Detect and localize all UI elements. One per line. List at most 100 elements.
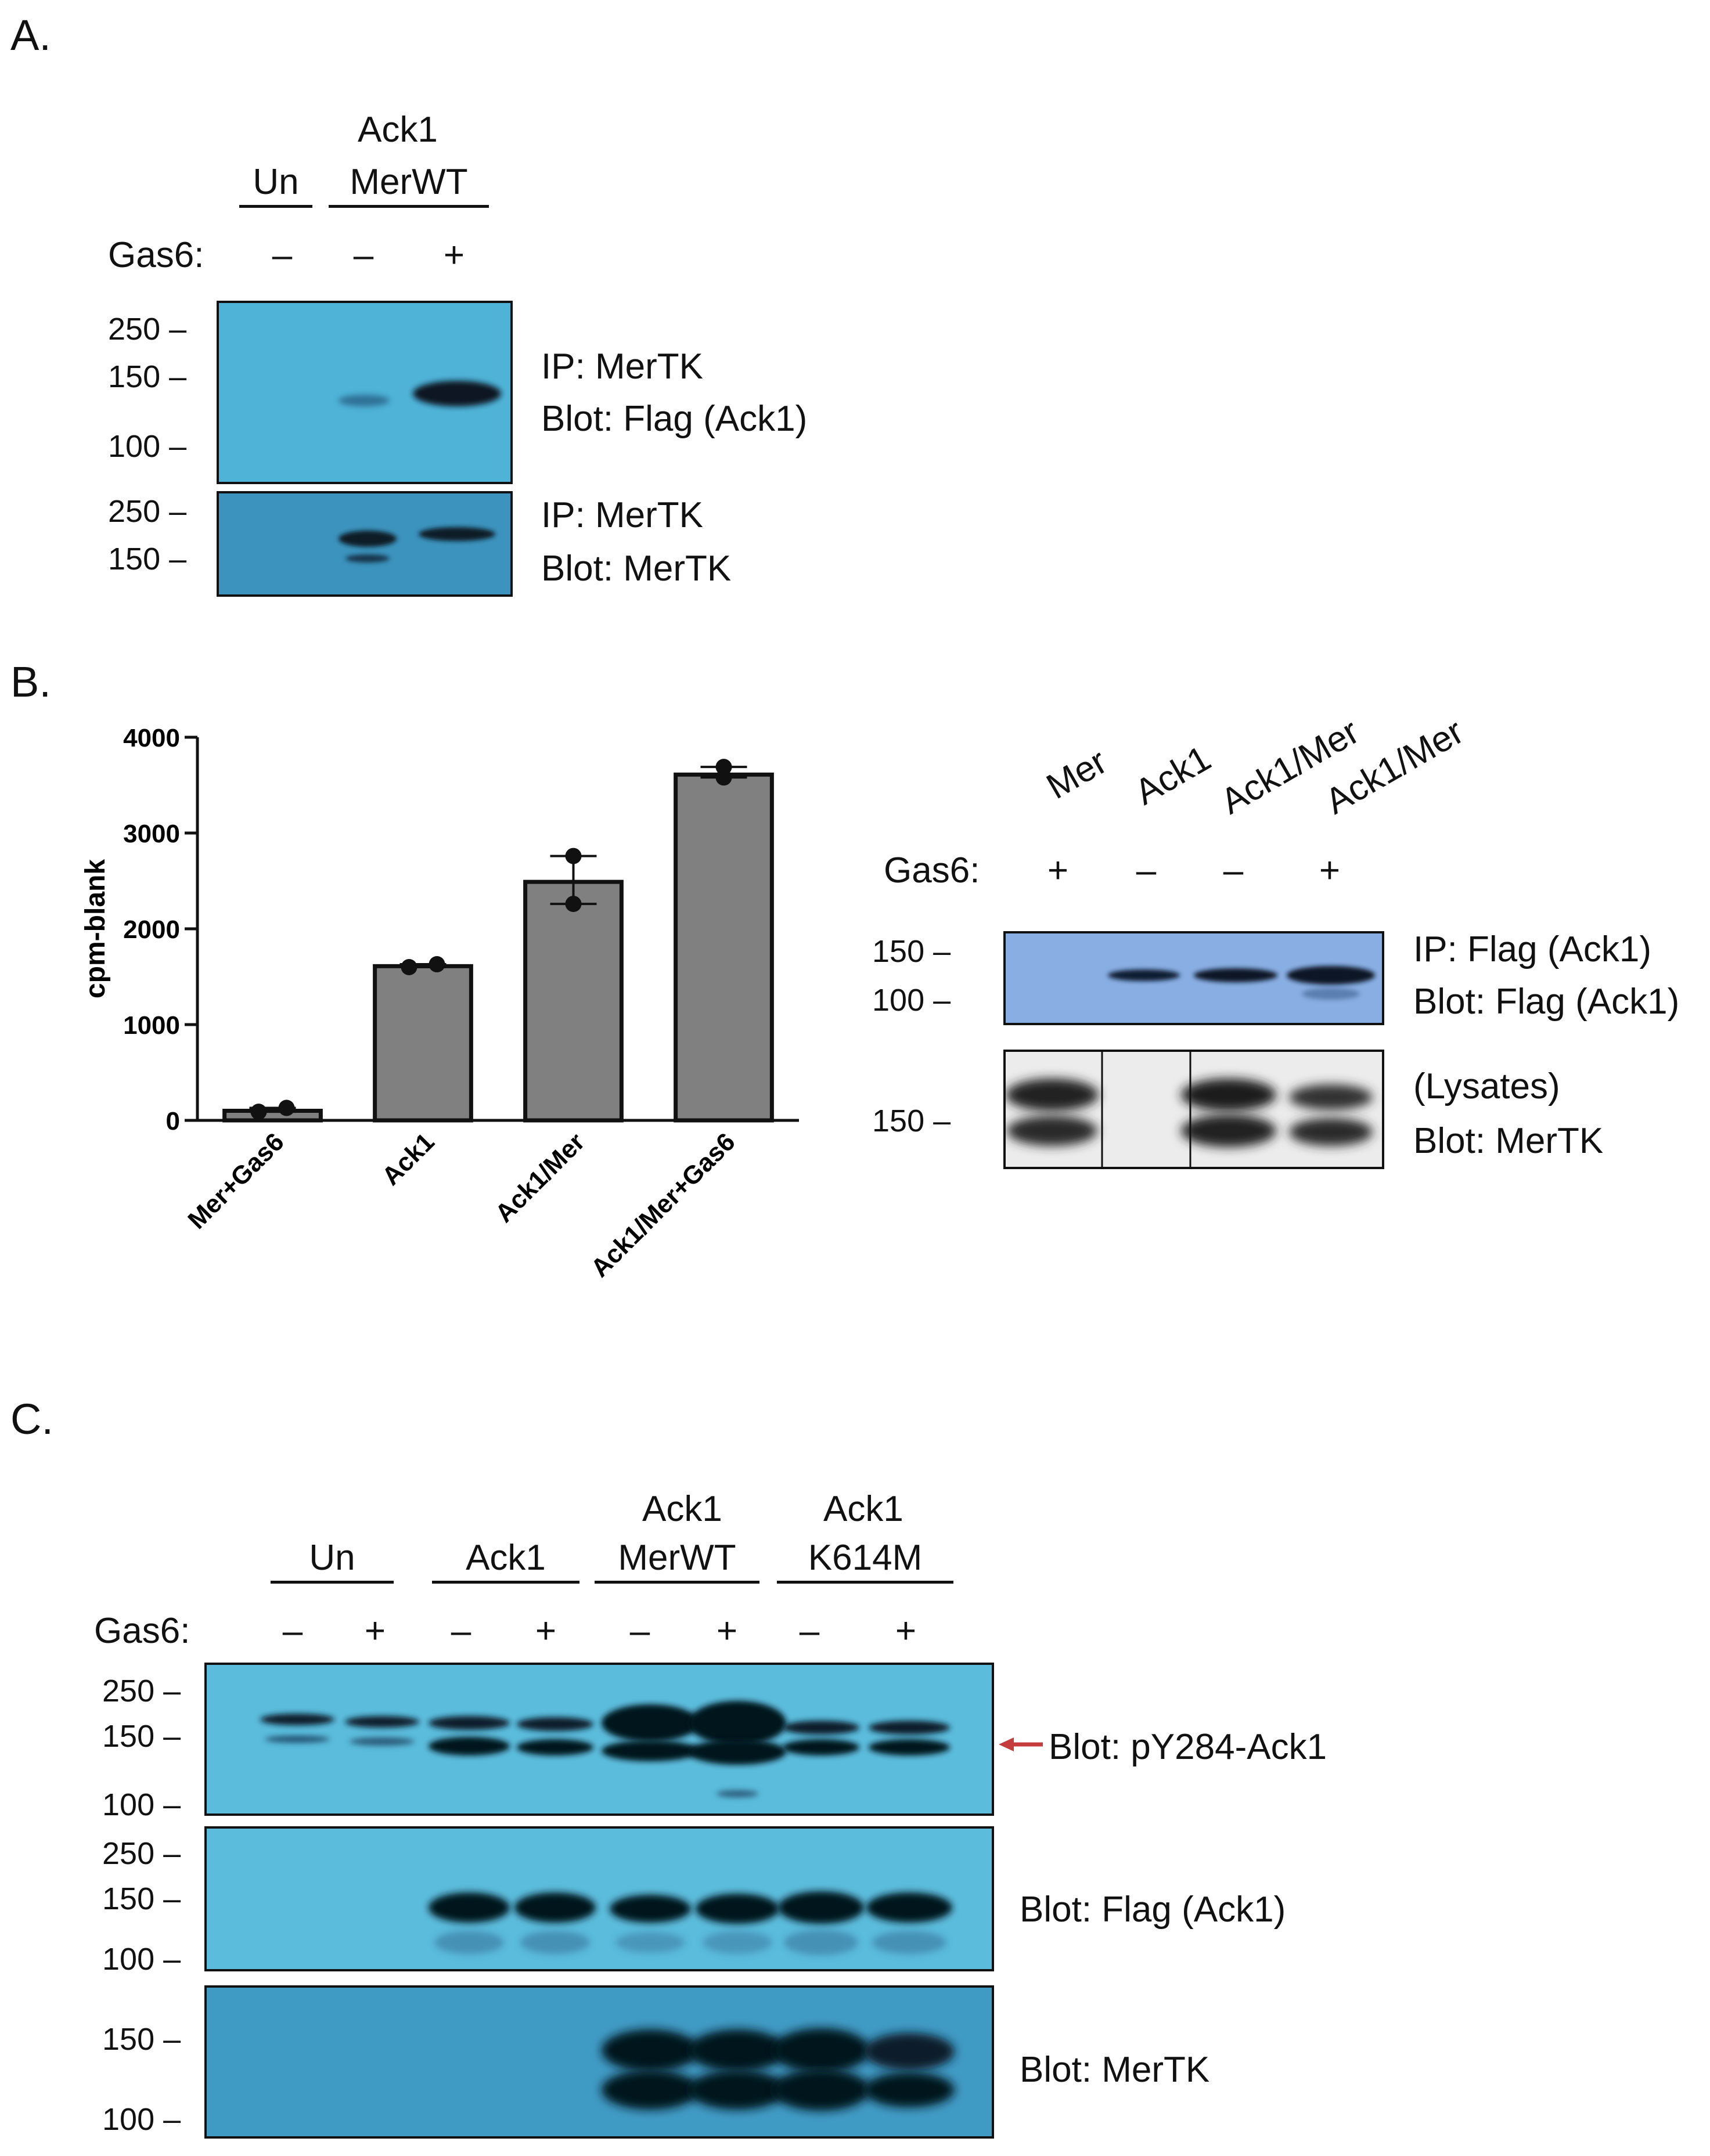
band — [429, 1892, 510, 1923]
mw-marker: 150 – — [108, 359, 187, 394]
gas6-sign: – — [353, 235, 374, 275]
band — [784, 1930, 858, 1955]
y-tick-label: 2000 — [123, 915, 180, 944]
blot-b2-label-1: (Lysates) — [1413, 1066, 1560, 1106]
gas6-sign: – — [451, 1611, 471, 1651]
band — [345, 554, 390, 563]
band — [864, 2072, 955, 2107]
mw-marker: 150 – — [102, 1719, 181, 1754]
band — [778, 1891, 864, 1924]
blot-c-mertk — [204, 1985, 994, 2139]
group-ack1-top: Ack1 — [358, 110, 438, 150]
band — [717, 1790, 758, 1797]
blot-a-mertk — [217, 491, 513, 597]
gas6-label: Gas6: — [884, 850, 980, 890]
band — [783, 1721, 859, 1735]
blot-c3-label: Blot: MerTK — [1020, 2050, 1210, 2090]
bar — [523, 879, 624, 1123]
blot-a1-label-2: Blot: Flag (Ack1) — [541, 399, 808, 439]
band — [1181, 1115, 1276, 1147]
lane-label: Mer — [1040, 741, 1114, 807]
band — [1302, 988, 1360, 1000]
mw-marker: 250 – — [102, 1836, 181, 1871]
band — [517, 1739, 593, 1755]
panel-b-letter: B. — [10, 658, 51, 706]
band — [772, 2069, 870, 2111]
mw-marker: 150 – — [872, 934, 951, 969]
gas6-sign: – — [799, 1611, 820, 1651]
band — [602, 2029, 699, 2071]
data-point — [715, 759, 732, 776]
band — [602, 1704, 699, 1742]
bar — [373, 964, 473, 1123]
mw-marker: 100 – — [102, 2102, 181, 2137]
data-point — [429, 956, 445, 973]
blot-a2-label-1: IP: MerTK — [541, 495, 704, 535]
band — [339, 531, 397, 547]
band — [265, 1736, 330, 1743]
band — [869, 1739, 950, 1755]
mw-marker: 100 – — [108, 429, 187, 464]
y-tick-label: 3000 — [123, 820, 180, 848]
data-point — [401, 959, 417, 975]
blot-c1-label: Blot: pY284-Ack1 — [1049, 1727, 1327, 1767]
bar — [674, 772, 774, 1123]
group-un: Un — [239, 161, 312, 208]
y-axis-label: cpm-blank — [80, 859, 111, 998]
mw-marker: 100 – — [102, 1942, 181, 1977]
band — [419, 527, 495, 541]
group-top: Ack1 — [642, 1489, 722, 1529]
band — [615, 1932, 685, 1953]
blot-c-py284 — [204, 1663, 994, 1816]
data-point — [565, 848, 582, 864]
bar-chart: cpm-blank 0 1000 2000 3000 4000 Mer+Gas6 Ack1 A… — [80, 724, 799, 1283]
band — [1289, 1118, 1373, 1146]
mw-marker: 100 – — [872, 983, 951, 1018]
group-un: Un — [271, 1537, 394, 1584]
group-ack1-merwt: MerWT — [329, 161, 489, 208]
gas6-sign: – — [1136, 850, 1157, 890]
gas6-label: Gas6: — [108, 235, 204, 275]
blot-b-lysates — [1003, 1050, 1384, 1169]
band — [689, 2029, 786, 2071]
data-point — [250, 1104, 267, 1120]
blot-c2-label: Blot: Flag (Ack1) — [1020, 1890, 1286, 1930]
mw-marker: 250 – — [102, 1674, 181, 1708]
lane-label: Ack1 — [1128, 738, 1218, 813]
band — [1289, 1084, 1373, 1110]
band — [864, 2033, 955, 2070]
y-tick-label: 1000 — [123, 1011, 180, 1040]
blot-b1-label-1: IP: Flag (Ack1) — [1413, 929, 1651, 969]
mw-marker: 250 – — [108, 312, 187, 347]
mw-marker: 150 – — [872, 1104, 951, 1138]
gas6-sign: + — [895, 1611, 917, 1651]
gas6-sign: – — [282, 1611, 303, 1651]
band — [1007, 1116, 1097, 1146]
y-tick-label: 4000 — [123, 724, 180, 752]
mw-marker: 150 – — [108, 542, 187, 576]
gas6-sign: – — [272, 235, 293, 275]
band — [783, 1739, 859, 1755]
band — [872, 1931, 946, 1954]
panel-c-letter: C. — [10, 1395, 53, 1443]
mw-marker: 100 – — [102, 1787, 181, 1822]
arrow-left-icon — [999, 1737, 1043, 1751]
mw-marker: 250 – — [108, 494, 187, 529]
group-ack1-k614m: K614M — [777, 1537, 953, 1584]
band — [429, 1737, 510, 1755]
blot-a-flag — [217, 301, 513, 484]
band — [429, 1716, 510, 1730]
band — [689, 1701, 786, 1745]
band — [517, 1717, 593, 1731]
group-top: Ack1 — [823, 1489, 903, 1529]
group-ack1-merwt: MerWT — [595, 1537, 759, 1584]
x-tick-label: Ack1/Mer — [490, 1127, 591, 1228]
blot-b-flag — [1003, 931, 1384, 1025]
mw-marker: 150 – — [102, 2022, 181, 2057]
panel-a-letter: A. — [10, 11, 51, 59]
band — [339, 395, 390, 406]
gas6-sign: + — [364, 1611, 386, 1651]
y-tick-label: 0 — [166, 1107, 180, 1135]
band — [514, 1892, 596, 1923]
gas6-sign: – — [629, 1611, 650, 1651]
